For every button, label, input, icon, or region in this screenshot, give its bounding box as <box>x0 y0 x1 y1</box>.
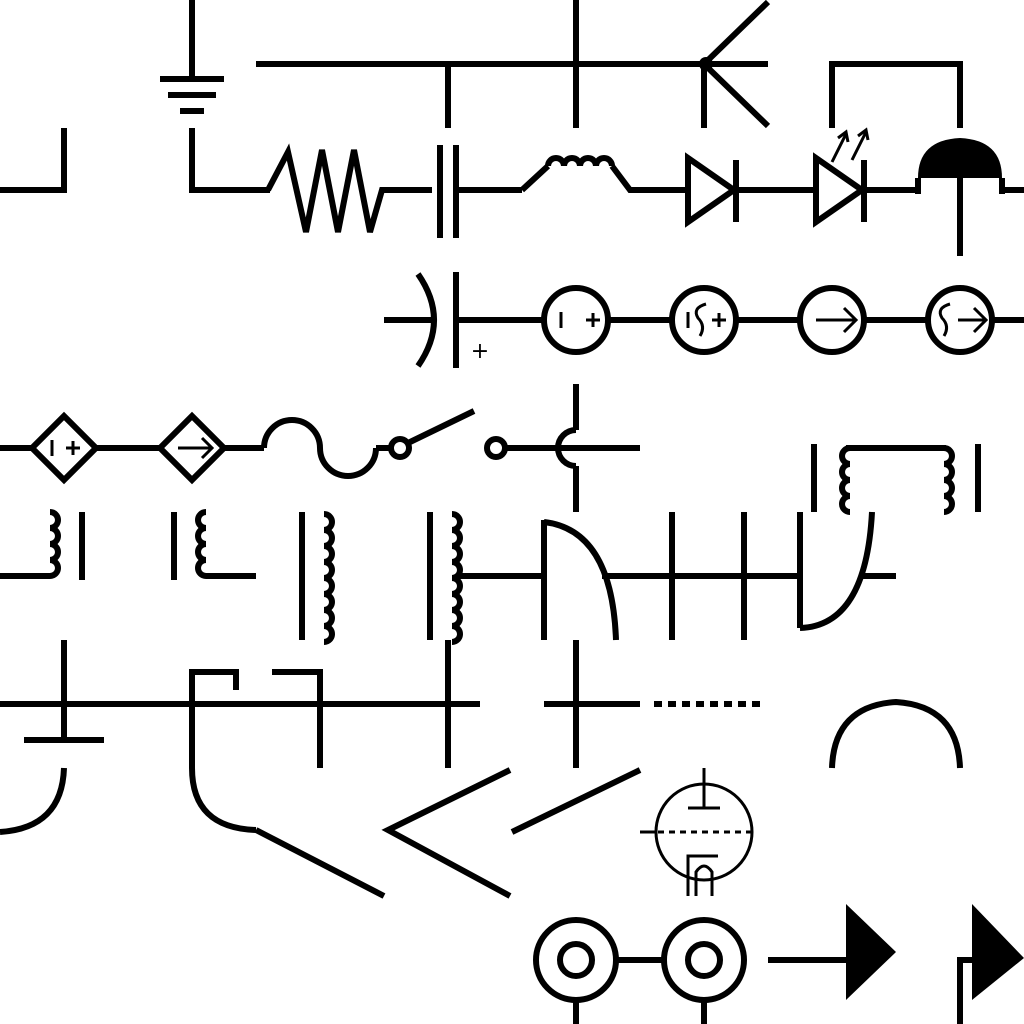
arc-cap-icon <box>829 698 963 769</box>
switch-icon <box>388 408 560 460</box>
wire-tee-icon <box>0 640 480 768</box>
inductor-icon <box>519 155 686 193</box>
antenna-flag-icon <box>768 904 1024 1024</box>
coil-vertical-icon <box>299 511 544 645</box>
arc-wire-icon <box>541 511 896 641</box>
wire-junction-icon <box>256 0 771 129</box>
fuse-icon <box>261 417 390 479</box>
ground-icon <box>160 0 224 114</box>
wire-cross-dotted-icon <box>544 640 760 768</box>
dependent-voltage-source-icon <box>0 411 160 485</box>
ac-current-source-icon <box>925 285 1024 355</box>
polarized-capacitor-icon: + <box>384 272 544 368</box>
transformer-icon <box>811 444 981 515</box>
lamp-icon <box>915 138 1024 256</box>
coil-left-icon <box>0 509 85 580</box>
wire-corner-icon <box>0 128 270 193</box>
diode-icon <box>685 152 816 228</box>
voltage-source-icon <box>541 285 672 355</box>
wire-crossover-icon <box>555 384 640 512</box>
polarity-plus-label: + <box>471 339 489 364</box>
wire-bracket-icon <box>829 61 963 128</box>
curved-lead-icon <box>0 767 642 899</box>
capacitor-icon <box>437 145 522 238</box>
coil-right-icon <box>171 509 256 580</box>
dependent-current-source-icon <box>155 411 264 485</box>
ac-voltage-source-icon <box>669 285 800 355</box>
vacuum-tube-icon <box>640 768 754 896</box>
resistor-icon <box>265 143 432 233</box>
led-icon <box>813 127 920 228</box>
current-source-icon <box>797 285 928 355</box>
coax-connector-icon <box>533 917 747 1024</box>
